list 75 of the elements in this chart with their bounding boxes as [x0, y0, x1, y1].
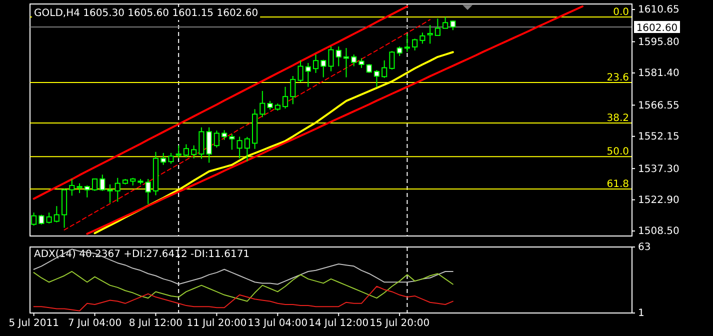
annotation: 38.2: [606, 113, 629, 124]
candlestick: [107, 184, 113, 204]
candlestick: [412, 38, 418, 51]
candlestick: [214, 130, 220, 148]
candlestick: [206, 126, 212, 164]
annotation: 50.0: [606, 146, 629, 158]
candlestick: [92, 178, 98, 192]
line-series: [86, 5, 584, 235]
candlestick: [229, 134, 235, 150]
candlestick: [260, 90, 266, 118]
candlestick: [176, 144, 182, 159]
candlestick: [374, 70, 380, 88]
y-tick-label: 1537.30: [638, 164, 680, 175]
line-series: [33, 270, 454, 302]
line-series: [33, 248, 454, 285]
y-tick-label: 1566.55: [638, 100, 680, 112]
y-tick-label: 1552.15: [638, 132, 680, 143]
candlestick: [420, 32, 426, 44]
candlestick: [343, 48, 350, 78]
y-tick-label: 1595.80: [638, 36, 680, 48]
y-tick-label: 1522.90: [638, 194, 680, 206]
candlestick: [382, 60, 388, 78]
candlestick: [427, 24, 433, 44]
candlestick: [222, 130, 228, 140]
candlestick: [191, 144, 197, 159]
candlestick: [183, 144, 189, 158]
candlestick: [336, 46, 342, 67]
annotation: 23.6: [606, 72, 629, 84]
chart-title: GOLD,H4 1605.30 1605.60 1601.15 1602.60: [34, 8, 258, 19]
candlestick: [434, 18, 440, 36]
candlestick: [404, 33, 410, 52]
candlestick: [282, 86, 288, 110]
candlestick: [358, 58, 364, 68]
candlestick: [396, 46, 402, 57]
candlestick: [305, 62, 311, 88]
candlestick: [160, 152, 166, 166]
candlestick: [290, 75, 296, 105]
x-tick-label: 7 Jul 04:00: [68, 318, 122, 330]
line-series: [64, 19, 431, 230]
candlestick: [236, 136, 242, 159]
candlestick: [312, 54, 319, 74]
x-tick-label: 5 Jul 2011: [8, 318, 59, 330]
candlestick: [328, 46, 334, 72]
candlestick: [351, 54, 357, 67]
x-tick-label: 15 Jul 20:00: [370, 318, 430, 330]
candlestick: [84, 184, 90, 198]
candlestick: [114, 177, 120, 202]
candlestick: [198, 126, 204, 160]
y-tick-label: 1508.50: [638, 226, 680, 238]
x-tick-label: 14 Jul 12:00: [308, 318, 369, 330]
candlestick: [442, 16, 448, 29]
line-series: [33, 286, 454, 312]
candlestick: [389, 50, 395, 70]
y-tick-label: 1581.40: [638, 68, 680, 80]
candlestick: [298, 60, 304, 83]
candlestick: [38, 214, 44, 226]
ref-line-label: 1602.60: [636, 22, 678, 34]
candlestick: [54, 206, 60, 223]
y-tick-label: 63: [638, 242, 651, 254]
candlestick: [168, 152, 174, 164]
candlestick: [320, 59, 326, 78]
x-tick-label: 13 Jul 04:00: [248, 318, 308, 330]
y-tick-label: 1610.65: [638, 4, 680, 16]
candlestick: [46, 212, 52, 224]
annotation: 61.8: [606, 178, 629, 190]
line-series: [32, 5, 408, 200]
y-tick-label: 1: [638, 308, 644, 320]
candlestick: [244, 136, 250, 162]
x-tick-label: 8 Jul 12:00: [128, 318, 183, 330]
candlestick: [100, 174, 106, 192]
candlestick: [76, 182, 82, 194]
x-tick-label: 11 Jul 20:00: [186, 318, 247, 330]
annotation: 0.0: [613, 7, 629, 18]
candlestick: [145, 178, 151, 204]
candlestick: [69, 178, 75, 196]
